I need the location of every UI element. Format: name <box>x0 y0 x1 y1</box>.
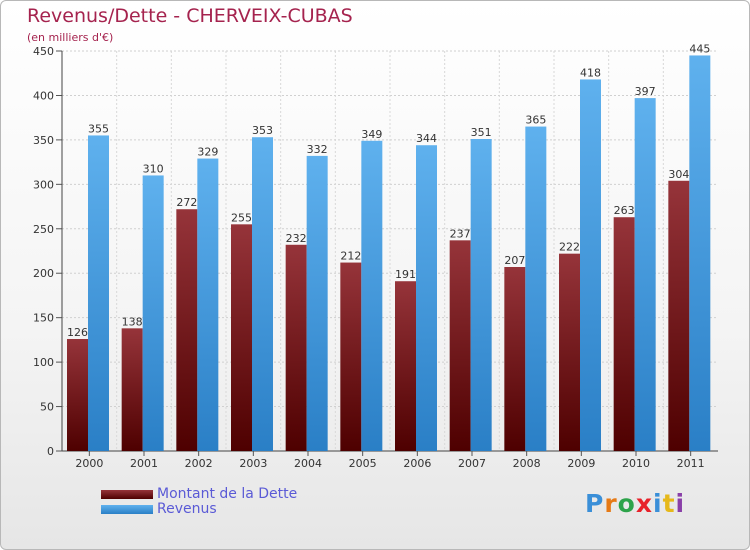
x-tick-label: 2006 <box>403 457 431 470</box>
data-label-revenus: 445 <box>689 42 710 55</box>
y-tick-label: 300 <box>33 178 54 191</box>
data-label-dette: 191 <box>395 268 416 281</box>
bar-revenus <box>416 145 437 451</box>
data-label-dette: 232 <box>286 232 307 245</box>
data-label-dette: 126 <box>67 326 88 339</box>
legend-label-revenus: Revenus <box>157 501 217 517</box>
logo-letter: x <box>635 489 653 518</box>
bar-dette <box>67 339 88 451</box>
bar-dette <box>668 180 690 451</box>
x-tick-label: 2001 <box>130 457 158 470</box>
chart-title: Revenus/Dette - CHERVEIX-CUBAS <box>27 5 353 27</box>
bar-dette <box>285 244 307 451</box>
data-label-dette: 272 <box>176 196 197 209</box>
x-tick-label: 2010 <box>622 457 650 470</box>
x-tick-label: 2007 <box>458 457 486 470</box>
data-label-dette: 207 <box>504 254 525 267</box>
bar-dette <box>340 262 362 451</box>
legend-label-dette: Montant de la Dette <box>157 486 298 502</box>
bar-dette <box>613 217 635 451</box>
bar-dette <box>231 224 252 451</box>
data-label-revenus: 351 <box>471 126 492 139</box>
legend-swatch-dette <box>101 490 153 499</box>
logo-letter: r <box>604 489 618 518</box>
data-label-revenus: 349 <box>361 128 382 141</box>
data-label-revenus: 355 <box>88 122 109 135</box>
bar-dette <box>504 267 526 451</box>
bar-revenus <box>306 155 328 451</box>
x-tick-label: 2002 <box>185 457 213 470</box>
data-label-revenus: 397 <box>635 85 656 98</box>
legend-swatch-revenus <box>101 505 153 514</box>
logo-letter: i <box>653 489 663 518</box>
bar-dette <box>121 328 143 451</box>
bar-dette <box>395 281 416 451</box>
x-tick-label: 2008 <box>513 457 541 470</box>
y-tick-label: 100 <box>33 356 54 369</box>
proxiti-logo: Proxiti <box>585 489 685 518</box>
bar-revenus <box>689 55 711 451</box>
bar-revenus <box>470 139 492 451</box>
y-tick-label: 400 <box>33 89 54 102</box>
y-tick-label: 450 <box>33 45 54 58</box>
x-tick-label: 2003 <box>239 457 267 470</box>
y-tick-label: 350 <box>33 134 54 147</box>
data-label-revenus: 365 <box>525 114 546 127</box>
bar-revenus <box>525 126 547 452</box>
data-label-dette: 138 <box>122 315 143 328</box>
y-tick-label: 0 <box>47 445 54 458</box>
bar-revenus <box>361 140 383 451</box>
x-tick-label: 2011 <box>677 457 705 470</box>
bar-revenus <box>197 158 219 452</box>
y-tick-label: 250 <box>33 223 54 236</box>
data-label-revenus: 310 <box>143 162 164 175</box>
bar-revenus <box>580 79 601 451</box>
y-tick-label: 50 <box>40 401 54 414</box>
bar-revenus <box>634 98 656 451</box>
data-label-dette: 304 <box>668 168 689 181</box>
y-tick-label: 200 <box>33 267 54 280</box>
data-label-dette: 237 <box>450 227 471 240</box>
data-label-revenus: 332 <box>307 143 328 156</box>
x-tick-label: 2004 <box>294 457 322 470</box>
bar-dette <box>176 209 198 451</box>
data-label-revenus: 329 <box>197 146 218 159</box>
x-tick-label: 2005 <box>349 457 377 470</box>
data-label-dette: 212 <box>340 250 361 263</box>
data-label-dette: 263 <box>614 204 635 217</box>
bar-dette <box>559 253 580 451</box>
bar-revenus <box>88 135 109 451</box>
data-label-revenus: 418 <box>580 66 601 79</box>
data-label-revenus: 353 <box>252 124 273 137</box>
chart-subtitle: (en milliers d'€) <box>27 31 114 44</box>
logo-letter: t <box>662 489 676 518</box>
data-label-revenus: 344 <box>416 132 437 145</box>
x-tick-label: 2009 <box>567 457 595 470</box>
logo-letter: i <box>675 489 686 518</box>
logo-letter: o <box>617 489 636 518</box>
bar-revenus <box>252 137 273 451</box>
logo-letter: P <box>585 489 605 518</box>
x-tick-label: 2000 <box>75 457 103 470</box>
y-tick-label: 150 <box>33 312 54 325</box>
bar-dette <box>449 240 471 451</box>
data-label-dette: 255 <box>231 211 252 224</box>
bar-revenus <box>142 175 164 451</box>
data-label-dette: 222 <box>559 241 580 254</box>
